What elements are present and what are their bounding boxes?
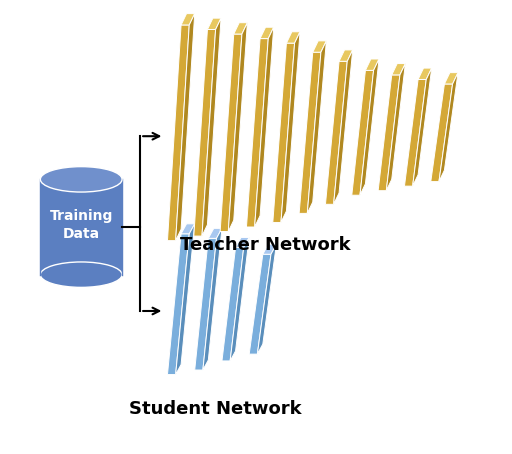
- Polygon shape: [181, 224, 195, 234]
- Ellipse shape: [40, 262, 122, 287]
- Polygon shape: [366, 59, 379, 70]
- Polygon shape: [246, 39, 268, 227]
- Polygon shape: [181, 14, 195, 25]
- Polygon shape: [299, 52, 321, 213]
- Polygon shape: [286, 32, 300, 43]
- Polygon shape: [167, 234, 189, 375]
- Polygon shape: [418, 68, 432, 79]
- Polygon shape: [263, 244, 276, 254]
- Polygon shape: [360, 59, 379, 195]
- Polygon shape: [258, 244, 276, 354]
- Polygon shape: [249, 254, 271, 354]
- Polygon shape: [444, 73, 458, 84]
- Polygon shape: [439, 73, 458, 182]
- Polygon shape: [167, 25, 189, 241]
- Polygon shape: [236, 237, 249, 247]
- Text: Teacher Network: Teacher Network: [180, 236, 350, 254]
- Polygon shape: [228, 23, 247, 232]
- Polygon shape: [194, 30, 216, 236]
- Polygon shape: [281, 32, 300, 222]
- Polygon shape: [378, 75, 400, 191]
- Polygon shape: [176, 224, 195, 375]
- Polygon shape: [254, 27, 274, 227]
- Polygon shape: [220, 34, 242, 232]
- Polygon shape: [207, 18, 221, 30]
- Ellipse shape: [40, 167, 122, 192]
- Polygon shape: [273, 43, 294, 222]
- Polygon shape: [392, 64, 406, 75]
- Polygon shape: [202, 18, 221, 236]
- Polygon shape: [230, 237, 249, 361]
- Polygon shape: [234, 23, 247, 34]
- Polygon shape: [40, 179, 122, 275]
- Polygon shape: [307, 41, 326, 213]
- Polygon shape: [260, 27, 274, 39]
- Polygon shape: [313, 41, 326, 52]
- Polygon shape: [195, 238, 217, 370]
- Polygon shape: [222, 247, 244, 361]
- Text: Student Network: Student Network: [129, 400, 302, 418]
- Polygon shape: [404, 79, 426, 186]
- Text: Training
Data: Training Data: [50, 208, 113, 241]
- Polygon shape: [334, 50, 353, 204]
- Polygon shape: [339, 50, 353, 61]
- Polygon shape: [176, 14, 195, 241]
- Polygon shape: [386, 64, 406, 191]
- Polygon shape: [431, 84, 453, 182]
- Polygon shape: [413, 68, 432, 186]
- Polygon shape: [203, 228, 222, 370]
- Polygon shape: [326, 61, 347, 204]
- Polygon shape: [352, 70, 374, 195]
- Polygon shape: [208, 228, 222, 238]
